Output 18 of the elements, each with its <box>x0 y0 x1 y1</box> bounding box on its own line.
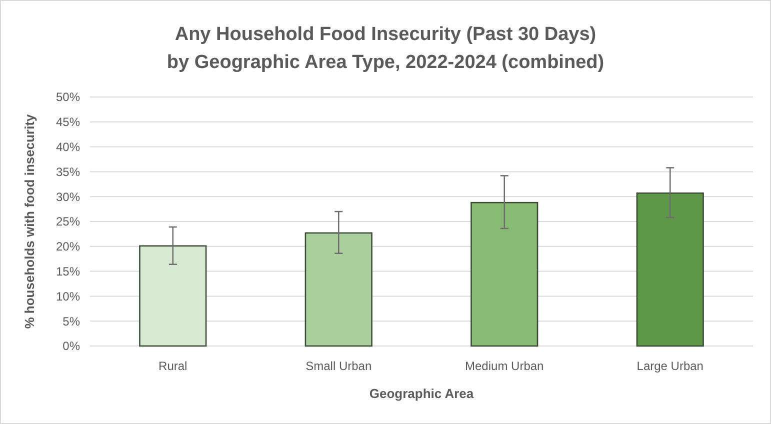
y-tick-label: 45% <box>56 115 80 130</box>
y-tick-label: 30% <box>56 190 80 204</box>
x-tick-label: Small Urban <box>306 359 372 373</box>
y-tick-label: 20% <box>56 240 80 254</box>
y-axis-title: % households with food insecurity <box>22 113 37 329</box>
y-tick-label: 50% <box>56 90 80 104</box>
x-tick-label: Rural <box>158 359 188 373</box>
y-tick-label: 10% <box>56 289 80 304</box>
x-tick-label: Medium Urban <box>465 359 544 373</box>
x-axis-title: Geographic Area <box>369 386 474 401</box>
y-tick-label: 35% <box>56 164 80 179</box>
y-tick-label: 5% <box>62 314 80 328</box>
y-tick-label: 40% <box>56 140 80 154</box>
x-tick-label: Large Urban <box>636 359 704 373</box>
y-tick-label: 0% <box>62 339 80 354</box>
y-tick-label: 15% <box>56 264 80 278</box>
chart-title: Any Household Food Insecurity (Past 30 Days) by Geographic Area Type, 2022-2024 (combined) <box>166 24 604 73</box>
y-tick-label: 25% <box>56 214 80 229</box>
